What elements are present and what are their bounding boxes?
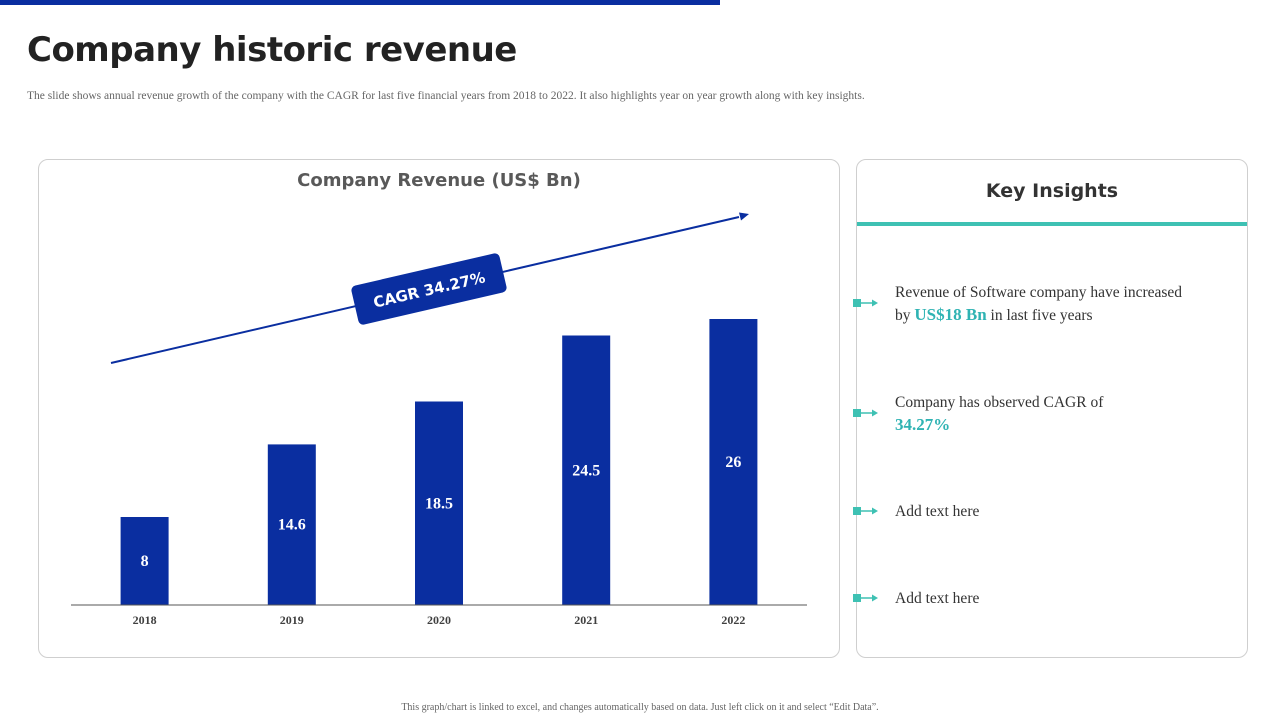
bar-value-label: 14.6 (278, 517, 306, 534)
bar-value-label: 18.5 (425, 495, 453, 512)
page-title: Company historic revenue (27, 30, 517, 70)
insight-item-1: Revenue of Software company have increas… (895, 282, 1195, 327)
key-insights-panel: Key Insights Revenue of Software company… (856, 159, 1248, 658)
bar-value-label: 8 (141, 553, 149, 570)
bar (709, 319, 758, 605)
footer-note: This graph/chart is linked to excel, and… (401, 702, 879, 713)
bar (415, 401, 463, 605)
chart-title: Company Revenue (US$ Bn) (297, 170, 581, 191)
x-tick-label: 2020 (427, 613, 451, 627)
bar (562, 335, 611, 605)
insight-highlight: US$18 Bn (914, 305, 987, 324)
cagr-badge: CAGR 34.27% (351, 253, 507, 325)
arrow-bullet-icon (853, 507, 878, 515)
bar (267, 444, 316, 605)
revenue-bar-chart[interactable]: 8 2018 14.6 2019 18.5 2020 24.5 2021 26 2022 CAGR … (39, 160, 839, 657)
insights-divider (857, 222, 1247, 226)
x-tick-label: 2021 (574, 613, 598, 627)
cagr-badge-background (351, 253, 507, 325)
arrow-bullet-icon (853, 409, 878, 417)
insight-text: Add text here (895, 590, 980, 607)
x-tick-label: 2018 (133, 613, 157, 627)
insight-highlight: 34.27% (895, 415, 951, 434)
bar-value-label: 26 (725, 454, 741, 471)
revenue-chart-panel[interactable]: Company Revenue (US$ Bn) 8 2018 14.6 2019 18… (38, 159, 840, 658)
insight-text: Company has observed CAGR of (895, 394, 1104, 411)
bar (120, 517, 169, 605)
insight-item-2: Company has observed CAGR of 34.27% (895, 392, 1195, 437)
arrow-bullet-icon (853, 299, 878, 307)
x-tick-label: 2019 (280, 613, 304, 627)
cagr-arrowhead (739, 212, 749, 221)
x-tick-label: 2022 (721, 613, 745, 627)
insight-item-4: Add text here (895, 588, 1195, 610)
bar-value-label: 24.5 (572, 462, 600, 479)
page-subtitle: The slide shows annual revenue growth of… (27, 90, 865, 102)
insight-item-3: Add text here (895, 501, 1195, 523)
insight-text: Add text here (895, 503, 980, 520)
arrow-bullet-icon (853, 594, 878, 602)
insights-title: Key Insights (985, 180, 1119, 202)
top-accent-bar (0, 0, 720, 5)
insight-text-end: in last five years (986, 307, 1093, 324)
insight-text: Revenue of Software company have increas… (895, 284, 1183, 324)
